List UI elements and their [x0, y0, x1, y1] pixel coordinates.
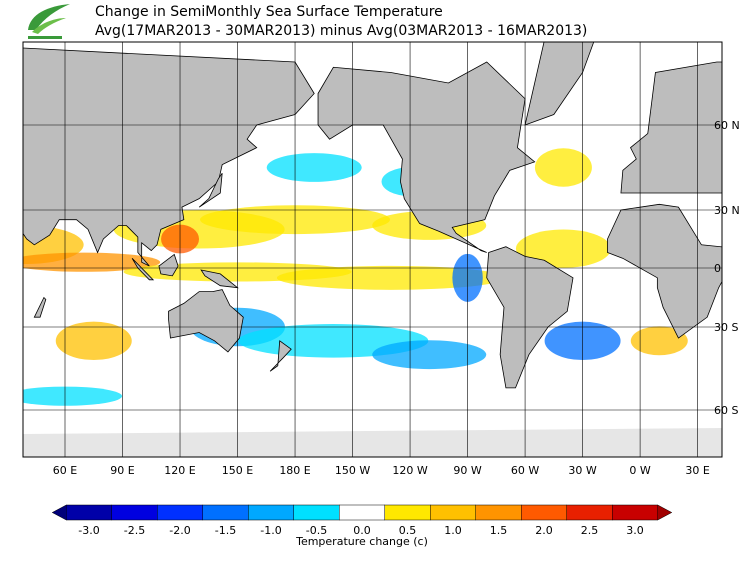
anomaly-patch — [630, 326, 688, 356]
colorbar-tick-label: -1.0 — [260, 524, 281, 537]
colorbar-tick-label: -1.5 — [215, 524, 236, 537]
longitude-label: 90 W — [453, 464, 481, 477]
colorbar-tick-label: 2.0 — [535, 524, 553, 537]
land — [200, 269, 239, 289]
colorbar-bin — [339, 504, 385, 521]
colorbar-tick-label: 3.0 — [626, 524, 644, 537]
colorbar-tick-label: 1.5 — [490, 524, 508, 537]
sea-ice — [23, 428, 722, 457]
colorbar-tick-label: -3.0 — [78, 524, 99, 537]
map — [23, 42, 722, 457]
subtitle: Avg(17MAR2013 - 30MAR2013) minus Avg(03M… — [95, 23, 587, 39]
latitude-label: 60 S — [714, 404, 738, 417]
anomaly-patch — [266, 153, 362, 182]
longitude-label: 150 E — [222, 464, 253, 477]
colorbar-tick-label: 1.0 — [444, 524, 462, 537]
map-border — [22, 41, 723, 458]
colorbar: -3.0 -2.5 -2.0 -1.5 -1.0 -0.5 0.0 0.5 1.0 1.5 2.0 2… — [51, 504, 673, 537]
colorbar-bin — [521, 504, 567, 521]
land — [23, 47, 315, 267]
colorbar-bin — [157, 504, 203, 521]
colorbar-tick-label: -0.5 — [306, 524, 327, 537]
land — [158, 253, 179, 277]
anomaly-patch — [55, 321, 132, 361]
longitude-label: 60 E — [53, 464, 77, 477]
land — [620, 61, 722, 194]
title: Change in SemiMonthly Sea Surface Temper… — [95, 4, 443, 20]
anomaly-patch — [276, 265, 505, 290]
land — [269, 340, 292, 372]
latitude-label: 0 — [714, 262, 721, 275]
logo — [28, 4, 70, 39]
longitude-label: 120 E — [164, 464, 195, 477]
longitude-label: 60 W — [511, 464, 539, 477]
colorbar-bin — [293, 504, 340, 521]
longitude-label: 0 W — [629, 464, 650, 477]
land — [198, 172, 223, 208]
latitude-label: 30 N — [714, 204, 740, 217]
anomaly-patch — [372, 340, 487, 370]
colorbar-tick-label: 0.0 — [353, 524, 371, 537]
land — [168, 289, 244, 353]
colorbar-bin — [430, 504, 476, 521]
colorbar-tick-label: -2.5 — [124, 524, 145, 537]
longitude-label: 30 E — [685, 464, 709, 477]
colorbar-bin — [612, 504, 658, 521]
colorbar-bin — [566, 504, 613, 521]
longitude-label: 150 W — [335, 464, 370, 477]
anomaly-patch — [515, 229, 611, 268]
colorbar-label: Temperature change (c) — [295, 535, 428, 548]
colorbar-bin — [475, 504, 522, 521]
colorbar-bin — [202, 504, 249, 521]
latitude-label: 30 S — [714, 321, 738, 334]
anomaly-patch — [534, 148, 592, 187]
colorbar-tick-label: -2.0 — [169, 524, 190, 537]
land — [524, 42, 595, 126]
longitude-label: 120 W — [392, 464, 427, 477]
longitude-label: 30 W — [568, 464, 596, 477]
colorbar-tick-label: 2.5 — [581, 524, 599, 537]
colorbar-bin — [248, 504, 294, 521]
colorbar-bin — [384, 504, 431, 521]
longitude-label: 180 E — [279, 464, 310, 477]
land — [486, 246, 574, 389]
colorbar-under — [51, 504, 67, 521]
land — [131, 258, 155, 281]
colorbar-bin — [66, 504, 112, 521]
land — [33, 296, 47, 318]
anomaly-patch — [23, 252, 161, 272]
colorbar-tick-label: 0.5 — [399, 524, 417, 537]
anomaly-patch — [23, 386, 122, 406]
colorbar-over — [657, 504, 673, 521]
colorbar-bin — [111, 504, 158, 521]
land — [607, 203, 722, 339]
latitude-label: 60 N — [714, 119, 740, 132]
longitude-label: 90 E — [110, 464, 134, 477]
